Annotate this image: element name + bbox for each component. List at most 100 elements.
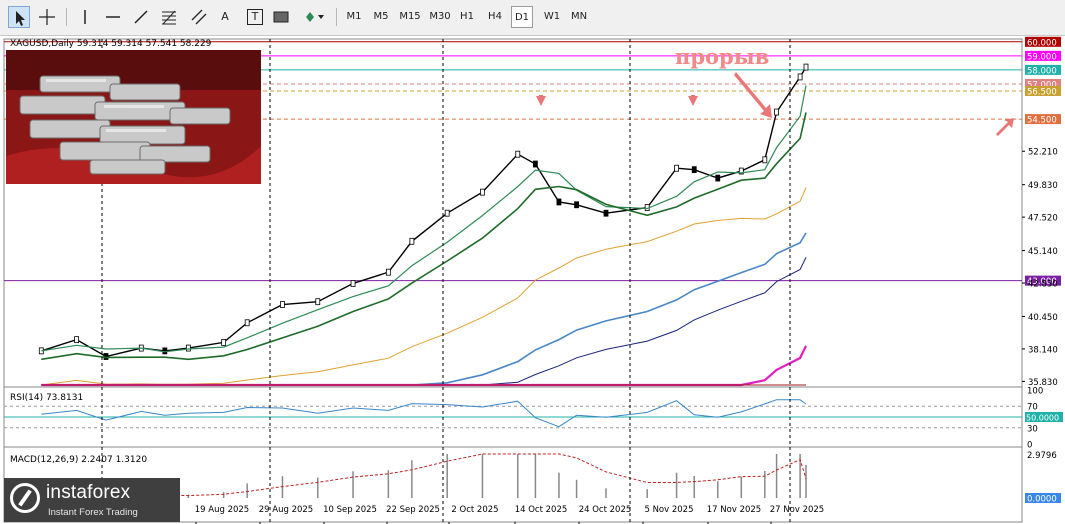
y-tick-label: 47.520: [1028, 214, 1058, 224]
macd-pane: MACD(12,26,9) 2.2407 1.3120: [10, 453, 807, 498]
arrow-up-right-mark: [996, 118, 1014, 136]
price-level-tag: [1025, 36, 1061, 47]
candle: [533, 160, 538, 168]
x-tick-label: 27 Nov 2025: [770, 505, 824, 515]
crosshair-icon: [39, 9, 55, 25]
vertical-line-icon: [84, 10, 86, 24]
rsi-50-label: 50.0000: [1026, 414, 1059, 423]
cursor-tool[interactable]: [8, 6, 30, 28]
candle: [803, 63, 809, 71]
vertical-line-tool[interactable]: [74, 6, 96, 28]
fibonacci-tool[interactable]: [158, 6, 180, 28]
arrow-marks: [536, 72, 1014, 136]
shapes-menu-tool[interactable]: [300, 6, 332, 28]
candle: [280, 301, 285, 308]
arrow-down-mark: [688, 96, 698, 106]
y-tick-label: 49.830: [1028, 181, 1058, 191]
x-tick-label: 17 Nov 2025: [707, 505, 761, 515]
macd-scale-bottom: 0.0000: [1027, 495, 1057, 505]
candle: [385, 268, 391, 276]
rectangle-tool[interactable]: [270, 6, 292, 28]
fibonacci-icon: [162, 10, 176, 25]
y-tick-label: 35.830: [1028, 378, 1058, 388]
horizontal-line-icon: [106, 16, 120, 18]
rsi-scale-label: 100: [1027, 387, 1043, 397]
timeframe-h4[interactable]: H4: [488, 11, 502, 22]
macd-scale-top: 2.9796: [1027, 451, 1057, 461]
timeframe-d1[interactable]: D1: [511, 6, 533, 28]
candle: [797, 73, 803, 81]
candle: [715, 174, 721, 182]
logo-mark-icon: [10, 483, 40, 513]
breakout-annotation: прорыв: [675, 44, 769, 69]
arrow-cursor-icon: [16, 11, 25, 26]
rsi-line: [41, 399, 807, 428]
crosshair-tool[interactable]: [36, 6, 58, 28]
timeframe-m1[interactable]: M1: [346, 11, 362, 22]
timeframe-m30[interactable]: M30: [429, 11, 451, 22]
text-label-glyph: T: [247, 9, 263, 25]
toolbar-separator: [336, 8, 337, 26]
y-tick-label: 42.830: [1028, 280, 1058, 290]
candle: [480, 188, 485, 196]
arrow-down-stem: [691, 95, 695, 99]
candle: [674, 164, 679, 172]
y-tick-label: 40.450: [1028, 313, 1058, 323]
toolbar: A T M1 M5 M15 M30 H1 H4 D1 W1 MN: [0, 0, 1065, 36]
toolbar-separator: [66, 8, 67, 26]
candle: [738, 167, 744, 175]
candle: [762, 156, 768, 164]
candle: [185, 344, 191, 352]
price-level-label: 60.000: [1027, 38, 1057, 48]
macd-zero-tag: [1025, 493, 1061, 503]
candle: [409, 237, 415, 245]
candle: [221, 339, 227, 346]
timeframe-w1[interactable]: W1: [543, 11, 561, 22]
candle: [162, 347, 168, 355]
price-level-label: 59.000: [1027, 52, 1057, 62]
text-label-tool[interactable]: T: [244, 6, 266, 28]
x-tick-label: 22 Sep 2025: [386, 505, 440, 515]
macd-label: MACD(12,26,9) 2.2407 1.3120: [10, 455, 147, 465]
candle: [350, 280, 356, 287]
chart-header: XAGUSD,Daily 59.314 59.314 57.541 58.229: [10, 39, 212, 49]
logo-brand: instaforex: [46, 482, 131, 503]
rsi-50-tag: [1025, 412, 1063, 422]
candle: [691, 166, 697, 174]
y-tick-label: 52.210: [1028, 148, 1058, 158]
timeframe-m5[interactable]: M5: [373, 11, 389, 22]
horizontal-line-tool[interactable]: [102, 6, 124, 28]
text-tool[interactable]: A: [221, 10, 229, 23]
arrow-down-mark: [536, 96, 546, 106]
y-tick-label: 45.140: [1028, 247, 1058, 257]
timeframe-h1[interactable]: H1: [460, 11, 474, 22]
x-tick-label: 5 Nov 2025: [644, 505, 693, 515]
price-level-tag: [1025, 64, 1061, 75]
equidistant-channel-tool[interactable]: [188, 6, 210, 28]
timeframe-m15[interactable]: M15: [399, 11, 421, 22]
trend-line-icon: [134, 10, 148, 24]
trend-line-tool[interactable]: [130, 6, 152, 28]
candle: [574, 201, 579, 209]
price-level-tag: [1025, 275, 1061, 286]
chart-area[interactable]: RSI(14) 73.8131 MACD(12,26,9) 2.2407 1.3…: [0, 36, 1065, 524]
timeframe-mn[interactable]: MN: [570, 11, 588, 22]
shapes-icon: [306, 12, 324, 22]
rsi-label: RSI(14) 73.8131: [10, 393, 83, 403]
candle: [774, 108, 779, 116]
x-tick-label: 29 Aug 2025: [259, 505, 313, 515]
rsi-scale-label: 70: [1027, 403, 1038, 413]
rsi-scale-label: 0: [1027, 441, 1032, 451]
price-level-tag: [1025, 114, 1061, 125]
price-level-label: 54.500: [1027, 116, 1057, 126]
price-level-label: 57.000: [1027, 80, 1057, 90]
candle: [556, 198, 562, 206]
candle: [603, 209, 609, 217]
candle: [444, 209, 450, 217]
candle: [515, 150, 521, 158]
instaforex-logo: instaforex Instant Forex Trading: [4, 478, 180, 522]
price-level-label: 58.000: [1027, 66, 1057, 76]
price-level-tag: [1025, 85, 1061, 96]
x-tick-label: 10 Sep 2025: [323, 505, 377, 515]
